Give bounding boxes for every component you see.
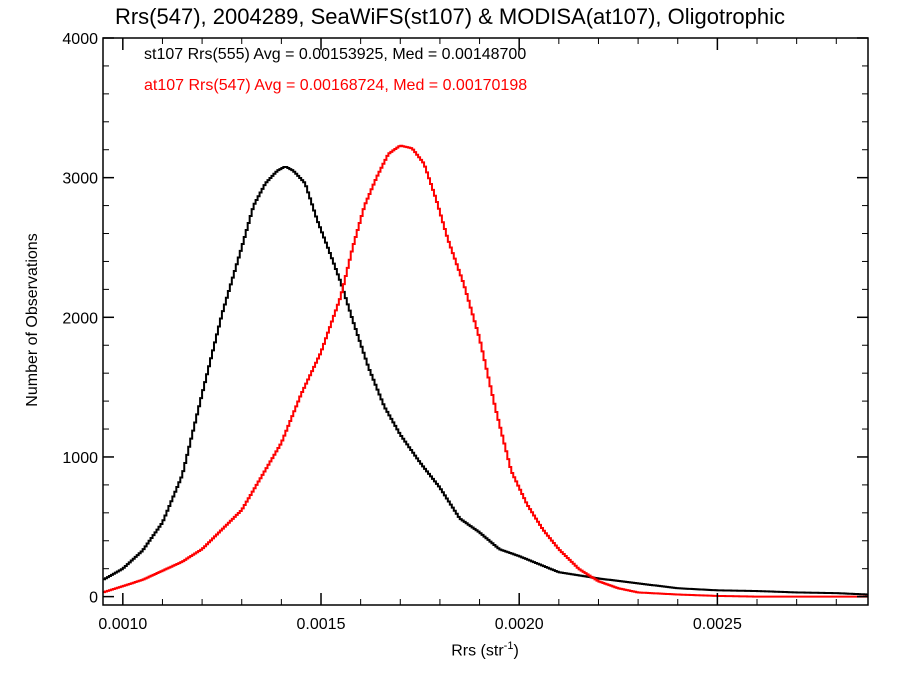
legend-entry-at107: at107 Rrs(547) Avg = 0.00168724, Med = 0… xyxy=(144,77,528,94)
x-tick-label-3: 0.0025 xyxy=(693,616,742,633)
y-tick-label-3: 3000 xyxy=(62,171,98,188)
legend-entry-st107: st107 Rrs(555) Avg = 0.00153925, Med = 0… xyxy=(144,46,527,63)
x-axis-label-exponent: -1 xyxy=(503,640,514,652)
series-line-0 xyxy=(103,166,868,596)
x-tick-label-0: 0.0010 xyxy=(98,616,147,633)
x-axis-label: Rrs (str-1) xyxy=(451,640,519,660)
y-tick-label-0: 0 xyxy=(89,590,98,607)
x-axis-label-close: ) xyxy=(513,642,519,660)
tick-layer: 0 1000 2000 3000 4000 0.0010 0.0015 0.0020 0.002… xyxy=(62,31,868,633)
x-axis-label-main: Rrs (str xyxy=(451,642,504,660)
series-layer xyxy=(103,144,868,598)
x-tick-label-2: 0.0020 xyxy=(495,616,544,633)
y-tick-label-1: 1000 xyxy=(62,450,98,467)
chart-title: Rrs(547), 2004289, SeaWiFS(st107) & MODI… xyxy=(114,4,786,29)
y-axis-label: Number of Observations xyxy=(24,233,41,407)
x-tick-label-1: 0.0015 xyxy=(297,616,346,633)
y-tick-label-2: 2000 xyxy=(62,310,98,327)
y-tick-label-4: 4000 xyxy=(62,31,98,48)
plot-frame xyxy=(102,37,869,606)
series-line-1 xyxy=(103,144,868,598)
